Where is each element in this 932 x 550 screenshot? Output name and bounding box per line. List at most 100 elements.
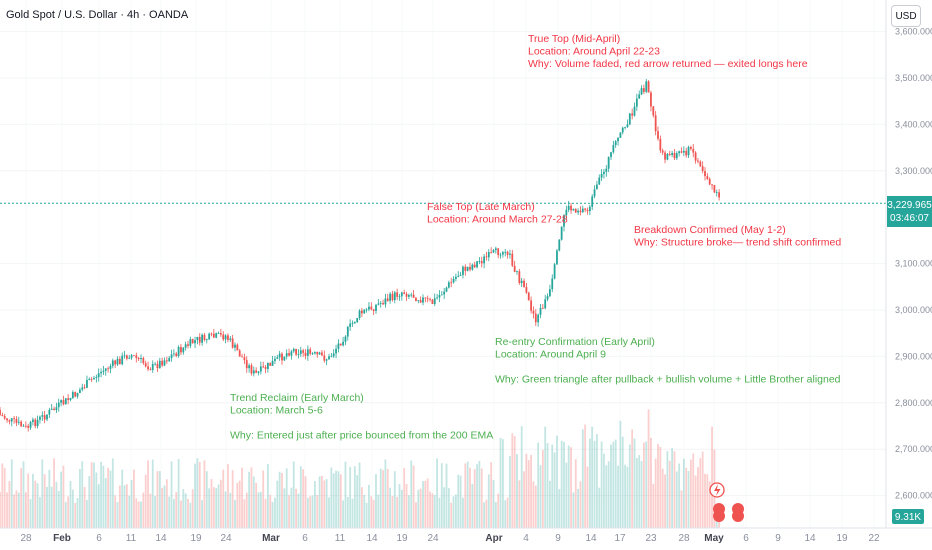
candle-body (64, 398, 67, 405)
candle-body (426, 298, 429, 300)
candle-body (386, 298, 389, 301)
volume-bar (276, 480, 279, 528)
volume-bar (464, 463, 467, 528)
volume-bar (455, 494, 457, 528)
candle-body (400, 292, 403, 297)
x-tick-label: May (704, 533, 724, 544)
candle-body (572, 208, 575, 211)
volume-bar (431, 493, 434, 528)
candle-body (483, 256, 485, 264)
candle-body (250, 365, 253, 374)
candle-body (140, 357, 142, 360)
y-tick-label: 2,800.000 (895, 398, 932, 408)
volume-bar (353, 466, 356, 528)
candle-body (74, 392, 77, 397)
candle-body (652, 106, 655, 116)
volume-bar (297, 493, 300, 528)
volume-bar (598, 487, 601, 528)
candle-body (490, 251, 493, 253)
volume-bar (706, 474, 709, 528)
currency-button[interactable]: USD (891, 5, 921, 27)
volume-bar (57, 491, 60, 528)
volume-bar (311, 495, 314, 528)
candle-body (126, 355, 128, 359)
volume-bar (506, 497, 509, 528)
candle-body (440, 294, 443, 296)
volume-bar (384, 459, 387, 528)
volume-bar (666, 451, 669, 528)
candle-body (553, 264, 556, 279)
volume-bar (210, 479, 213, 528)
candle-body (415, 297, 417, 301)
candle-body (306, 349, 309, 356)
candle-body (518, 271, 521, 283)
candle-body (372, 309, 375, 311)
annotations: True Top (Mid-April)Location: Around Apr… (230, 33, 841, 442)
candle-body (586, 209, 589, 212)
candle-body (314, 352, 316, 354)
volume-bar (180, 500, 182, 528)
candle-body (635, 98, 638, 107)
candle-body (694, 152, 697, 161)
candle-body (527, 292, 530, 301)
candle-body (93, 377, 95, 380)
candle-body (612, 145, 615, 153)
candle-body (605, 168, 608, 172)
volume-bar (151, 459, 154, 528)
candle-body (480, 261, 483, 264)
volume-bar (32, 473, 34, 528)
volume-bar (541, 450, 544, 528)
candle-body (69, 397, 72, 400)
candle-body (429, 298, 431, 300)
volume-bar (64, 502, 67, 528)
volume-bar (537, 442, 540, 528)
candle-body (50, 408, 53, 410)
candle-body (494, 248, 497, 251)
volume-bar (285, 468, 288, 528)
volume-bar (182, 489, 185, 528)
candle-body (466, 266, 469, 271)
volume-bar (262, 470, 265, 528)
candle-body (205, 339, 208, 341)
volume-bar (415, 502, 417, 528)
x-tick-label: 19 (836, 533, 848, 544)
volume-bar (596, 434, 598, 528)
volume-bar (288, 495, 290, 528)
volume-bar (457, 474, 460, 528)
volume-bar (647, 409, 650, 528)
x-tick-label: 14 (804, 533, 816, 544)
volume-bar (661, 468, 664, 528)
candle-body (574, 208, 577, 213)
candle-body (410, 294, 413, 296)
volume-bar (71, 489, 74, 528)
y-tick-label: 2,900.000 (895, 351, 932, 361)
volume-bar (643, 442, 645, 528)
candle-body (457, 275, 460, 277)
volume-bar (584, 424, 587, 528)
volume-bar (678, 463, 681, 528)
candle-body (86, 379, 88, 388)
annotation-false-top: False Top (Late March) (427, 201, 535, 213)
volume-bar (121, 469, 124, 528)
candle-body (17, 421, 20, 423)
annotation-true-top: Location: Around April 22-23 (528, 46, 660, 58)
volume-bar (408, 495, 410, 528)
volume-bar (560, 440, 563, 528)
volume-bar (546, 443, 549, 528)
volume-bar (586, 466, 589, 528)
volume-bar (438, 497, 441, 528)
candle-body (325, 359, 328, 361)
candle-body (525, 287, 528, 293)
x-tick-label: Feb (53, 533, 71, 544)
volume-bar (692, 453, 695, 528)
volume-bar (135, 498, 138, 528)
candle-body (509, 253, 511, 255)
volume-bar (184, 493, 187, 528)
candle-body (450, 282, 453, 284)
volume-bar (215, 488, 218, 528)
candle-body (97, 373, 100, 378)
candle-body (24, 425, 27, 427)
volume-bar (452, 496, 455, 528)
candle-body (549, 289, 551, 297)
